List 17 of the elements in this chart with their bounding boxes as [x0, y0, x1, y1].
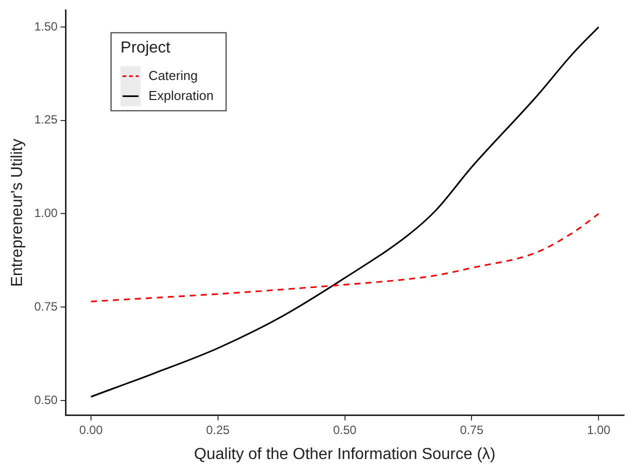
y-tick-label: 1.25: [34, 112, 58, 127]
x-tick-label: 1.00: [586, 422, 611, 437]
y-axis-title: Entrepreneur's Utility: [9, 138, 26, 287]
line-series: [90, 212, 600, 302]
y-tick-label: 1.50: [34, 19, 58, 34]
line-series: [90, 26, 600, 398]
x-axis-title: Quality of the Other Information Source (λ): [194, 446, 496, 463]
y-tick-label: 0.50: [34, 392, 58, 407]
x-tick-label: 0.50: [333, 422, 357, 437]
x-tick-label: 0.25: [206, 422, 230, 437]
x-tick-label: 0.75: [460, 422, 484, 437]
legend-label: Catering: [148, 68, 198, 83]
y-tick-label: 0.75: [34, 299, 58, 314]
x-tick-label: 0.00: [79, 422, 103, 437]
y-tick-label: 1.00: [34, 206, 58, 220]
legend-title: Project: [120, 40, 171, 57]
legend-label: Exploration: [148, 88, 214, 103]
